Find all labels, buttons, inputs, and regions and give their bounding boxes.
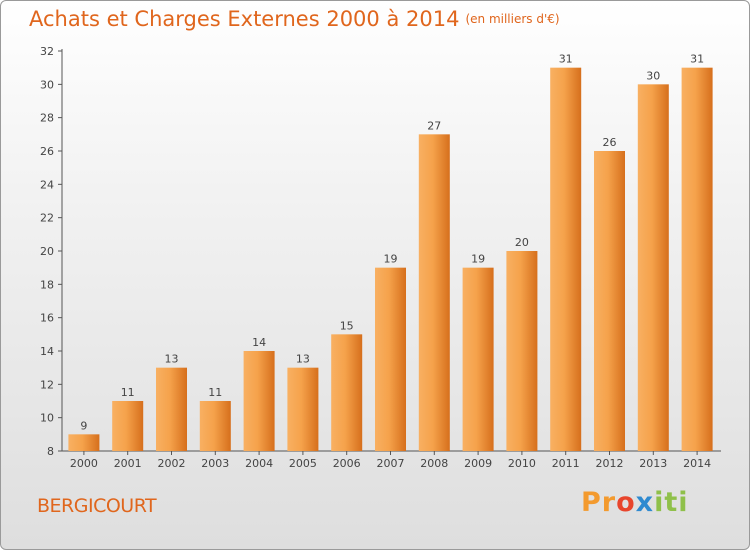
x-tick-label: 2009 bbox=[464, 457, 492, 470]
y-tick-label: 14 bbox=[40, 345, 54, 358]
bar-value-label: 13 bbox=[296, 353, 310, 366]
x-tick-label: 2008 bbox=[420, 457, 448, 470]
bar bbox=[156, 367, 187, 451]
bar-value-label: 27 bbox=[427, 119, 441, 132]
x-tick-label: 2002 bbox=[158, 457, 186, 470]
bar bbox=[637, 84, 669, 451]
y-tick-label: 26 bbox=[40, 145, 54, 158]
proxiti-logo: Proxiti bbox=[581, 487, 689, 518]
y-tick-label: 10 bbox=[40, 412, 54, 425]
y-tick-label: 32 bbox=[40, 45, 54, 58]
logo-part: x bbox=[635, 487, 655, 518]
bar-value-label: 31 bbox=[690, 53, 704, 66]
y-tick-label: 12 bbox=[40, 378, 54, 391]
bar-value-label: 9 bbox=[80, 419, 87, 432]
bar bbox=[681, 67, 713, 452]
x-tick-label: 2000 bbox=[70, 457, 98, 470]
x-tick-label: 2013 bbox=[639, 457, 667, 470]
bar bbox=[68, 434, 100, 451]
bar bbox=[594, 151, 625, 451]
bar bbox=[375, 267, 406, 451]
bar bbox=[287, 367, 319, 451]
bar bbox=[331, 334, 363, 451]
y-tick-label: 22 bbox=[40, 212, 54, 225]
bar-value-label: 30 bbox=[646, 69, 660, 82]
bar-value-label: 13 bbox=[165, 353, 179, 366]
x-tick-label: 2010 bbox=[508, 457, 536, 470]
chart-title-text: Achats et Charges Externes 2000 à 2014 bbox=[29, 7, 460, 31]
bar-value-label: 15 bbox=[340, 319, 354, 332]
x-tick-label: 2001 bbox=[114, 457, 142, 470]
x-tick-label: 2006 bbox=[333, 457, 361, 470]
y-tick-label: 30 bbox=[40, 78, 54, 91]
y-tick-label: 16 bbox=[40, 312, 54, 325]
bar-value-label: 14 bbox=[252, 336, 266, 349]
y-tick-label: 24 bbox=[40, 178, 54, 191]
bar-value-label: 11 bbox=[121, 386, 135, 399]
bar bbox=[550, 67, 582, 452]
y-tick-label: 20 bbox=[40, 245, 54, 258]
bar-value-label: 11 bbox=[208, 386, 222, 399]
bar-value-label: 20 bbox=[515, 236, 529, 249]
x-tick-label: 2012 bbox=[596, 457, 624, 470]
logo-part: Pr bbox=[581, 487, 617, 518]
bar bbox=[462, 267, 494, 451]
y-tick-label: 8 bbox=[47, 445, 54, 458]
bar bbox=[243, 351, 275, 451]
bar bbox=[418, 134, 450, 452]
x-tick-label: 2003 bbox=[201, 457, 229, 470]
bar bbox=[199, 401, 231, 451]
chart-title: Achats et Charges Externes 2000 à 2014 (e… bbox=[29, 7, 560, 31]
logo-part: iti bbox=[654, 487, 689, 518]
x-tick-label: 2004 bbox=[245, 457, 273, 470]
y-tick-label: 18 bbox=[40, 278, 54, 291]
bar bbox=[112, 401, 144, 451]
x-tick-label: 2005 bbox=[289, 457, 317, 470]
bar bbox=[506, 251, 538, 451]
y-tick-label: 28 bbox=[40, 112, 54, 125]
bar-value-label: 26 bbox=[603, 136, 617, 149]
x-tick-label: 2007 bbox=[377, 457, 405, 470]
bar-value-label: 19 bbox=[384, 253, 398, 266]
bar-value-label: 31 bbox=[559, 53, 573, 66]
x-tick-label: 2011 bbox=[552, 457, 580, 470]
chart-subtitle: (en milliers d'€) bbox=[465, 12, 560, 26]
logo-part: o bbox=[616, 487, 636, 518]
x-tick-label: 2014 bbox=[683, 457, 711, 470]
commune-name: BERGICOURT bbox=[37, 495, 157, 517]
bar-value-label: 19 bbox=[471, 253, 485, 266]
